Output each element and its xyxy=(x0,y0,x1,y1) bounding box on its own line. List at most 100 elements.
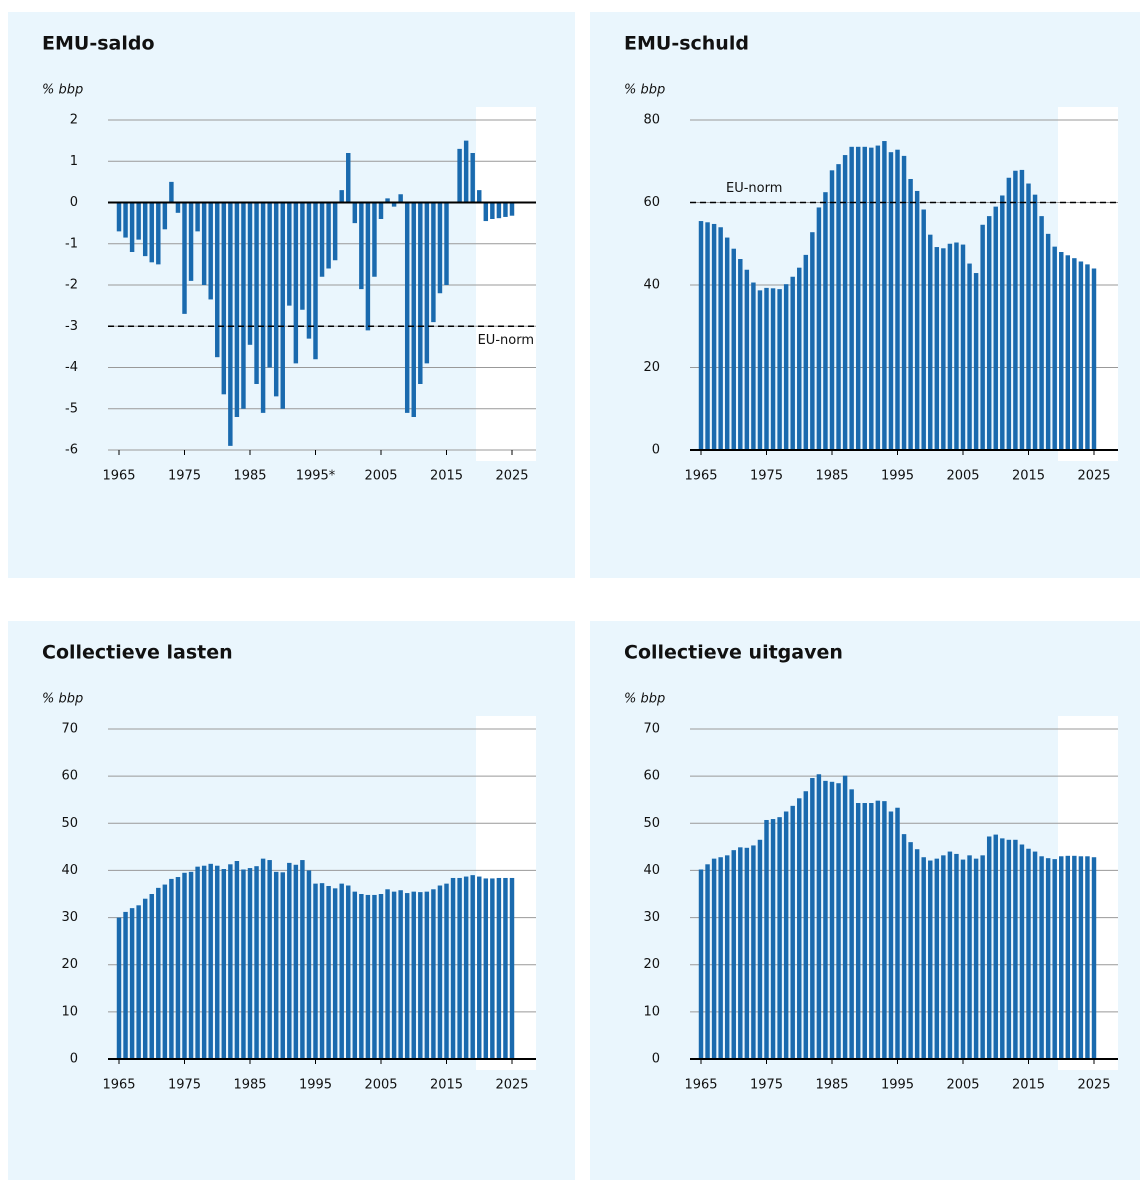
bar xyxy=(928,860,933,1059)
bar xyxy=(698,221,704,450)
y-tick-label: -4 xyxy=(65,360,78,375)
bar xyxy=(352,202,358,224)
y-axis-label: % bbp xyxy=(42,83,83,98)
bar xyxy=(332,888,338,1059)
bar xyxy=(444,202,449,285)
x-tick-label: 2025 xyxy=(1077,469,1110,484)
bar xyxy=(960,859,966,1059)
bar xyxy=(293,202,299,364)
bar xyxy=(201,865,207,1059)
bar xyxy=(882,141,887,450)
bar xyxy=(306,870,312,1059)
bar xyxy=(724,855,730,1059)
bar xyxy=(175,877,181,1059)
bar xyxy=(967,855,972,1059)
x-tick-label: 2025 xyxy=(1077,1078,1110,1093)
bar xyxy=(385,889,390,1059)
bar xyxy=(300,860,305,1059)
bar xyxy=(954,242,959,450)
y-tick-label: 20 xyxy=(643,957,660,972)
bar xyxy=(326,202,331,269)
bar xyxy=(234,202,240,417)
bar xyxy=(496,877,502,1059)
x-tick-label: 2015 xyxy=(1012,1078,1045,1093)
bar xyxy=(188,871,194,1059)
bar xyxy=(757,839,763,1059)
bar xyxy=(718,227,723,450)
bar xyxy=(1019,844,1025,1059)
bar xyxy=(477,876,482,1059)
x-tick-label: 1975 xyxy=(168,469,201,484)
bar xyxy=(169,878,174,1059)
bar xyxy=(914,849,920,1059)
bar xyxy=(398,194,403,203)
y-tick-label: 50 xyxy=(61,816,78,831)
bar xyxy=(738,847,743,1059)
bar xyxy=(810,232,815,450)
x-tick-label: 1995* xyxy=(296,469,336,484)
y-tick-label: -6 xyxy=(65,443,78,458)
bar xyxy=(208,202,213,300)
bar xyxy=(267,202,272,368)
bar xyxy=(129,202,135,252)
bar xyxy=(142,202,148,257)
bar xyxy=(829,170,835,450)
bar xyxy=(882,801,887,1059)
bar xyxy=(254,866,259,1059)
bar xyxy=(123,911,128,1059)
bar xyxy=(698,869,704,1059)
x-tick-label: 2005 xyxy=(946,1078,979,1093)
bar xyxy=(731,248,736,450)
y-tick-label: 60 xyxy=(643,195,660,210)
bar xyxy=(509,202,515,216)
bar xyxy=(764,287,769,450)
bar xyxy=(188,202,194,281)
bar xyxy=(1078,856,1084,1059)
bar xyxy=(313,202,318,360)
bar xyxy=(954,853,959,1059)
bar xyxy=(477,190,482,203)
bar xyxy=(1052,246,1057,450)
bar xyxy=(404,893,410,1059)
y-tick-label: 20 xyxy=(61,957,78,972)
bar xyxy=(1000,838,1005,1059)
x-tick-label: 2025 xyxy=(495,469,528,484)
y-tick-label: -2 xyxy=(65,278,78,293)
bar xyxy=(306,202,312,339)
bar xyxy=(705,864,710,1059)
bar xyxy=(437,885,443,1059)
bar xyxy=(280,202,285,409)
bar xyxy=(993,206,998,450)
bar xyxy=(182,202,187,314)
bar xyxy=(855,146,861,450)
bar xyxy=(339,190,344,203)
x-tick-label: 1965 xyxy=(102,469,135,484)
bar xyxy=(751,845,756,1059)
y-tick-label: 0 xyxy=(652,1052,660,1067)
bar xyxy=(1059,856,1064,1059)
x-tick-label: 1965 xyxy=(684,469,717,484)
x-tick-label: 1975 xyxy=(750,469,783,484)
bar xyxy=(1065,855,1071,1059)
x-tick-label: 1985 xyxy=(233,469,266,484)
bar xyxy=(457,877,462,1059)
bar xyxy=(1039,856,1044,1059)
bar xyxy=(463,876,469,1059)
y-tick-label: 1 xyxy=(70,154,78,169)
bar xyxy=(123,202,128,238)
bar xyxy=(391,202,397,207)
y-tick-label: 80 xyxy=(643,113,660,128)
bar xyxy=(1091,857,1097,1059)
bar xyxy=(1091,268,1097,450)
bar xyxy=(437,202,443,294)
bar xyxy=(391,891,397,1059)
bar xyxy=(895,149,900,450)
bar xyxy=(503,202,508,217)
y-tick-label: 40 xyxy=(643,863,660,878)
bar xyxy=(770,819,776,1059)
bar xyxy=(980,855,985,1059)
y-tick-label: -1 xyxy=(65,236,78,251)
bar xyxy=(738,259,743,450)
bar xyxy=(1078,261,1084,450)
bar xyxy=(404,202,410,413)
